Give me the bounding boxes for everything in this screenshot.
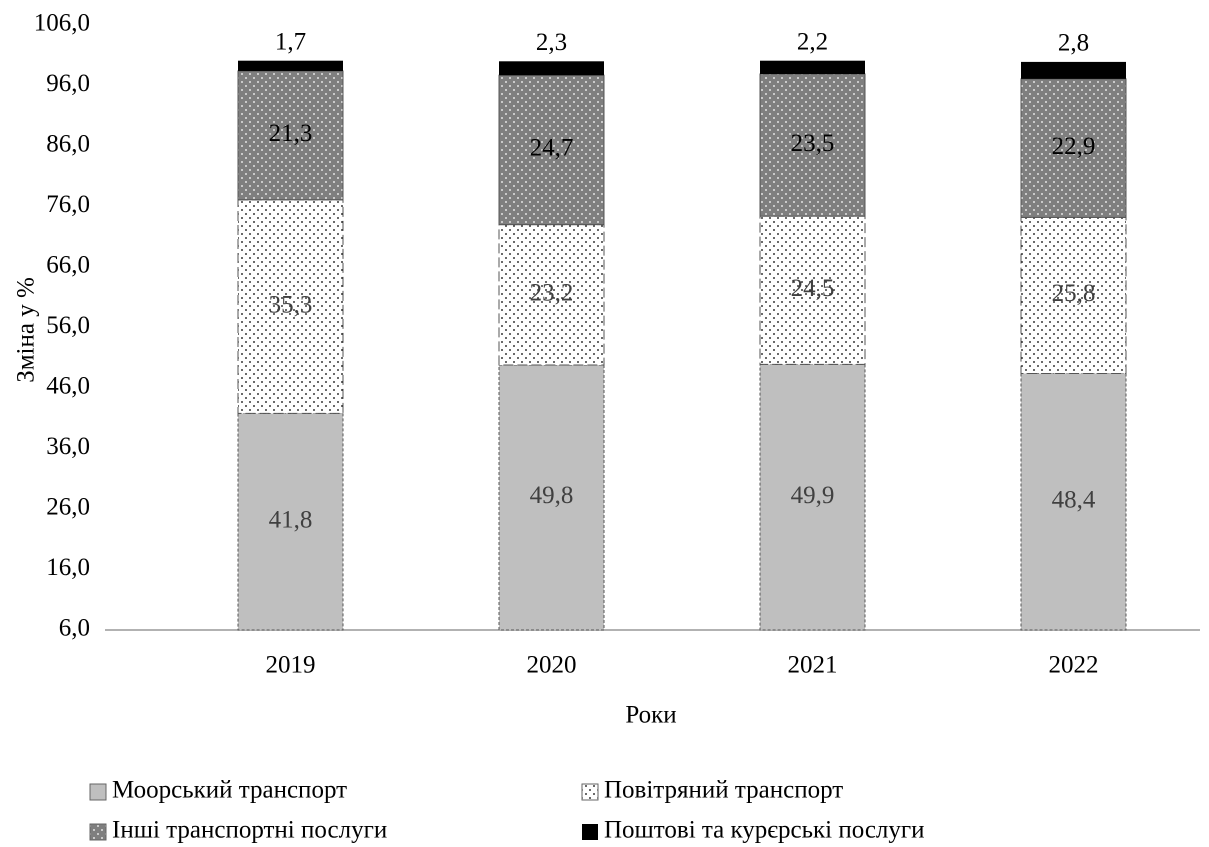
bar-segment <box>498 364 605 631</box>
data-label: 1,7 <box>275 28 306 55</box>
bar-segment <box>237 412 344 631</box>
y-tick-label: 76,0 <box>46 191 90 218</box>
legend-swatch <box>581 783 599 801</box>
data-label: 24,5 <box>791 275 835 302</box>
legend-label: Поштові та курєрські послуги <box>604 817 925 844</box>
legend-swatch <box>582 824 598 840</box>
data-label: 49,8 <box>530 482 574 509</box>
data-label: 2,2 <box>797 28 828 55</box>
data-label: 25,8 <box>1052 280 1096 307</box>
legend-label: Інші транспортні послуги <box>112 817 387 844</box>
bar-segment <box>1020 216 1127 374</box>
legend-label: Повітряний транспорт <box>604 777 843 804</box>
y-tick-label: 36,0 <box>46 433 90 460</box>
bar-segment <box>498 224 605 366</box>
y-axis-title: Зміна у % <box>13 277 40 383</box>
bar-segment <box>760 60 865 75</box>
legend-swatch <box>89 823 107 841</box>
data-label: 49,9 <box>791 482 835 509</box>
data-label: 2,3 <box>536 29 567 56</box>
data-label: 22,9 <box>1052 133 1096 160</box>
data-label: 48,4 <box>1052 486 1096 513</box>
bar-segment <box>237 199 344 414</box>
data-label: 24,7 <box>530 135 574 162</box>
y-tick-label: 6,0 <box>59 615 90 642</box>
x-tick-label: 2019 <box>266 652 316 679</box>
x-axis-title: Роки <box>625 702 676 729</box>
bar-segment <box>1020 372 1127 631</box>
y-tick-label: 86,0 <box>46 131 90 158</box>
y-tick-label: 96,0 <box>46 70 90 97</box>
y-tick-label: 46,0 <box>46 373 90 400</box>
bar-segment <box>238 60 343 71</box>
data-label: 23,2 <box>530 280 574 307</box>
y-tick-label: 66,0 <box>46 252 90 279</box>
bar-segment <box>499 61 604 76</box>
data-label: 23,5 <box>791 130 835 157</box>
bar-segment <box>1021 61 1126 79</box>
bar-segment <box>759 215 866 365</box>
data-label: 21,3 <box>269 120 313 147</box>
data-label: 35,3 <box>269 291 313 318</box>
bar-segment <box>237 70 344 201</box>
data-label: 2,8 <box>1058 30 1089 57</box>
y-tick-label: 16,0 <box>46 554 90 581</box>
x-tick-label: 2020 <box>527 652 577 679</box>
y-tick-label: 106,0 <box>34 10 90 37</box>
legend-label: Моорський транспорт <box>112 777 347 804</box>
y-tick-label: 56,0 <box>46 312 90 339</box>
x-tick-label: 2021 <box>788 652 838 679</box>
y-tick-label: 26,0 <box>46 494 90 521</box>
bar-segment <box>759 363 866 631</box>
data-label: 41,8 <box>269 506 313 533</box>
x-tick-label: 2022 <box>1049 652 1099 679</box>
legend-swatch <box>89 783 107 801</box>
bar-segment <box>759 73 866 217</box>
